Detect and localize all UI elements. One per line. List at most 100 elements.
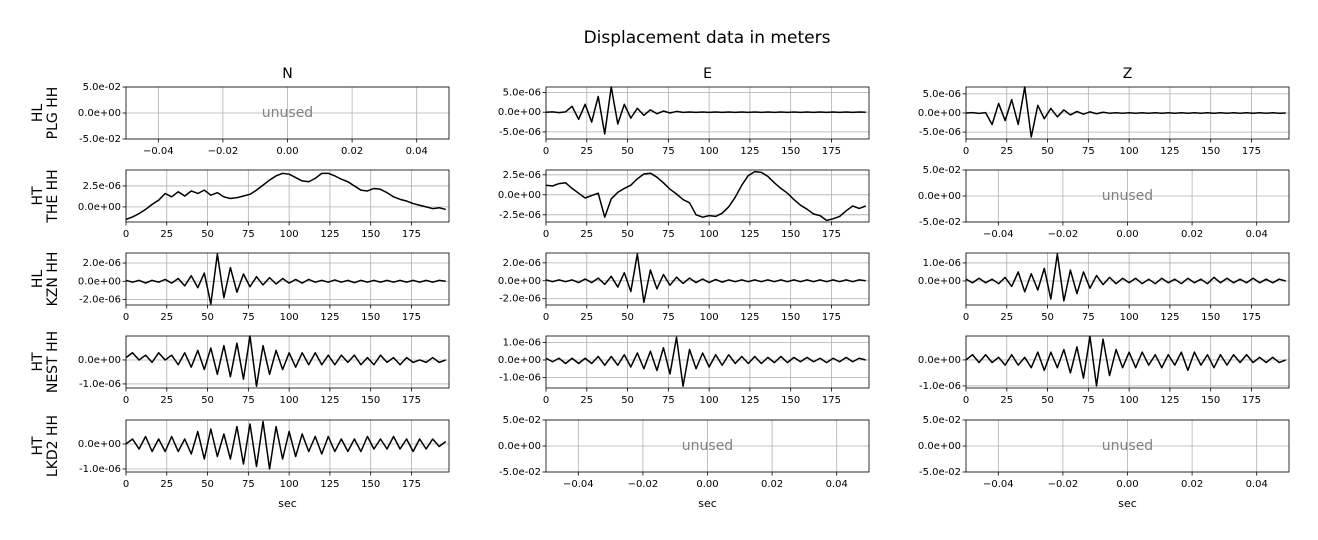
x-tick-label: 25 <box>160 312 173 323</box>
x-tick-label: 25 <box>1000 146 1013 157</box>
axes-title: N <box>282 66 292 82</box>
y-tick-label: -5.0e-06 <box>499 127 541 138</box>
x-tick-label: 0 <box>123 395 129 406</box>
axes-frame <box>125 252 450 306</box>
x-tick-label: 175 <box>822 395 841 406</box>
x-tick-label: 175 <box>1242 395 1261 406</box>
y-tick-label: 0.0e+00 <box>918 276 961 287</box>
x-axis-label: sec <box>1118 497 1137 510</box>
x-tick-label: −0.02 <box>628 479 659 490</box>
axes-frame <box>965 169 1290 223</box>
axes-title: Z <box>1123 66 1133 82</box>
y-axis-label: KZN HH <box>45 252 61 307</box>
y-axis-label: HT <box>30 352 46 372</box>
x-tick-label: 175 <box>402 395 421 406</box>
axes-frame <box>545 86 870 140</box>
x-tick-label: 125 <box>740 229 759 240</box>
x-tick-label: −0.04 <box>143 146 174 157</box>
trace <box>545 170 866 222</box>
x-tick-label: 0.02 <box>341 146 363 157</box>
x-tick-label: 175 <box>822 312 841 323</box>
y-tick-label: 5.0e-02 <box>923 165 961 176</box>
annotation: unused <box>1102 438 1153 454</box>
x-tick-label: 0.00 <box>696 479 718 490</box>
x-tick-label: 125 <box>1160 395 1179 406</box>
x-tick-label: 0 <box>123 229 129 240</box>
y-tick-label: 1.0e-06 <box>503 337 541 348</box>
x-tick-label: 100 <box>700 229 719 240</box>
y-axis-label: HT <box>30 436 46 456</box>
annotation: unused <box>682 438 733 454</box>
x-tick-label: 0.02 <box>761 479 783 490</box>
x-tick-label: 125 <box>320 229 339 240</box>
annotation: unused <box>262 105 313 121</box>
y-tick-label: 5.0e-02 <box>923 415 961 426</box>
x-tick-label: 100 <box>280 395 299 406</box>
y-axis-label: HL <box>30 270 46 289</box>
axes-frame <box>125 335 450 389</box>
y-axis-label: HT <box>30 186 46 206</box>
x-tick-label: −0.04 <box>983 479 1014 490</box>
y-tick-label: -5.0e-02 <box>919 467 961 478</box>
x-tick-label: 150 <box>361 479 380 490</box>
axes-frame <box>545 169 870 223</box>
x-tick-label: 125 <box>1160 312 1179 323</box>
y-tick-label: 0.0e+00 <box>498 441 541 452</box>
x-tick-label: 100 <box>700 395 719 406</box>
x-tick-label: 0 <box>123 312 129 323</box>
x-tick-label: 150 <box>361 229 380 240</box>
x-tick-label: 175 <box>1242 146 1261 157</box>
y-tick-label: -1.0e-06 <box>79 379 121 390</box>
x-tick-label: 0.04 <box>1246 229 1268 240</box>
x-tick-label: 25 <box>1000 312 1013 323</box>
x-tick-label: 25 <box>160 229 173 240</box>
x-tick-label: 125 <box>320 395 339 406</box>
x-tick-label: 0.04 <box>406 146 428 157</box>
axes-frame <box>125 419 450 473</box>
x-tick-label: 75 <box>242 395 255 406</box>
trace <box>965 253 1286 302</box>
x-tick-label: 50 <box>621 395 634 406</box>
y-tick-label: -1.0e-06 <box>499 372 541 383</box>
x-tick-label: 100 <box>700 312 719 323</box>
annotation: unused <box>1102 188 1153 204</box>
x-tick-label: 75 <box>242 312 255 323</box>
x-tick-label: 175 <box>822 146 841 157</box>
x-tick-label: 75 <box>1082 395 1095 406</box>
axes-frame <box>965 335 1290 389</box>
y-tick-label: 0.0e+00 <box>498 190 541 201</box>
x-tick-label: 75 <box>662 146 675 157</box>
x-tick-label: 50 <box>1041 395 1054 406</box>
x-tick-label: 125 <box>740 312 759 323</box>
x-tick-label: −0.02 <box>1048 479 1079 490</box>
x-tick-label: 175 <box>402 229 421 240</box>
y-tick-label: -2.5e-06 <box>499 210 541 221</box>
y-tick-label: 2.5e-06 <box>503 170 541 181</box>
y-tick-label: -2.0e-06 <box>79 295 121 306</box>
x-tick-label: 25 <box>160 395 173 406</box>
y-tick-label: 0.0e+00 <box>78 355 121 366</box>
x-tick-label: 25 <box>160 479 173 490</box>
x-tick-label: 125 <box>740 395 759 406</box>
y-tick-label: -5.0e-02 <box>919 217 961 228</box>
x-tick-label: 150 <box>1201 395 1220 406</box>
x-tick-label: 100 <box>280 479 299 490</box>
x-axis-label: sec <box>278 497 297 510</box>
x-tick-label: 50 <box>621 312 634 323</box>
x-tick-label: 150 <box>361 395 380 406</box>
y-tick-label: -1.0e-06 <box>79 464 121 475</box>
x-tick-label: 125 <box>320 312 339 323</box>
y-tick-label: 0.0e+00 <box>78 439 121 450</box>
y-tick-label: 0.0e+00 <box>918 108 961 119</box>
x-tick-label: 25 <box>580 395 593 406</box>
x-tick-label: 75 <box>662 229 675 240</box>
y-tick-label: 5.0e-02 <box>83 82 121 93</box>
axes-frame <box>545 335 870 389</box>
x-tick-label: 150 <box>781 229 800 240</box>
axes-frame <box>545 252 870 306</box>
axes-title: E <box>703 66 712 82</box>
y-tick-label: -5.0e-02 <box>79 134 121 145</box>
x-tick-label: 0 <box>543 395 549 406</box>
x-tick-label: 0.04 <box>826 479 848 490</box>
